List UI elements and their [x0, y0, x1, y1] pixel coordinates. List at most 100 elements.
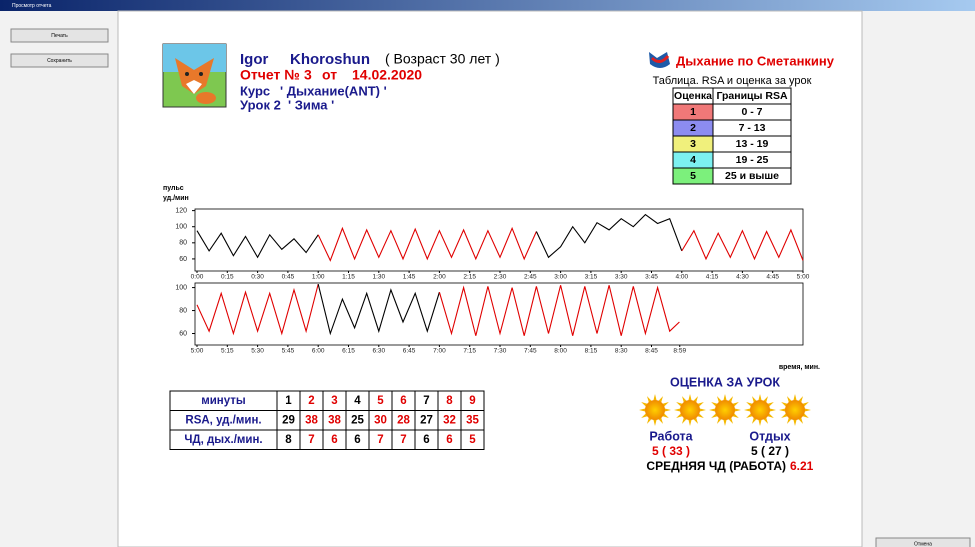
plot-area — [195, 209, 803, 271]
table-value: 28 — [397, 414, 410, 426]
x-tick-label: 6:00 — [312, 348, 325, 355]
x-tick-label: 0:45 — [282, 274, 295, 281]
x-tick-label: 8:45 — [645, 348, 658, 355]
table-value: 38 — [328, 414, 341, 426]
table-value: 9 — [469, 395, 475, 407]
report-date: 14.02.2020 — [352, 67, 422, 83]
sun — [785, 400, 805, 420]
rsa-range: 25 и выше — [725, 170, 779, 182]
table-value: 35 — [466, 414, 479, 426]
x-tick-label: 7:00 — [433, 348, 446, 355]
x-tick-label: 1:00 — [312, 274, 325, 281]
grade: 3 — [690, 138, 696, 150]
x-tick-label: 4:30 — [736, 274, 749, 281]
table-value: 1 — [285, 395, 292, 407]
table-value: 25 — [351, 414, 364, 426]
table-value: 8 — [285, 434, 292, 446]
y-tick-label: 120 — [175, 207, 187, 214]
last-name: Khoroshun — [290, 51, 370, 68]
table-header: Границы RSA — [716, 90, 788, 102]
x-tick-label: 1:15 — [342, 274, 355, 281]
x-tick-label: 2:30 — [494, 274, 507, 281]
sun — [750, 400, 770, 420]
button-label: Отмена — [914, 541, 932, 547]
work-value: 5 ( 33 ) — [652, 444, 690, 458]
age: ( Возраст 30 лет ) — [385, 51, 500, 67]
row-label: RSA, уд./мин. — [185, 414, 261, 426]
avg-value: 6.21 — [790, 459, 814, 473]
rsa-range: 19 - 25 — [736, 154, 769, 166]
x-axis-label: время, мин. — [779, 364, 820, 371]
y-tick-label: 100 — [175, 224, 187, 231]
table-header: Оценка — [674, 90, 712, 102]
y-tick-label: 60 — [179, 256, 187, 263]
x-tick-label: 4:00 — [675, 274, 688, 281]
rsa-range: 13 - 19 — [736, 138, 769, 150]
plot-area — [195, 283, 803, 345]
x-tick-label: 6:30 — [372, 348, 385, 355]
rsa-range: 7 - 13 — [739, 122, 766, 134]
x-tick-label: 5:30 — [251, 348, 264, 355]
logo-text: Дыхание по Сметанкину — [676, 53, 835, 68]
table-value: 6 — [400, 395, 406, 407]
report-number: 3 — [304, 67, 312, 83]
x-tick-label: 1:45 — [403, 274, 416, 281]
work-label: Работа — [649, 429, 693, 443]
table-value: 7 — [377, 434, 383, 446]
x-tick-label: 5:00 — [797, 274, 810, 281]
grade: 2 — [690, 122, 696, 134]
y-axis-label: уд./мин — [163, 195, 189, 202]
report-window: Просмотр отчетаПечатьСохранитьОтменаIgor… — [0, 0, 975, 547]
x-tick-label: 5:45 — [282, 348, 295, 355]
table-value: 6 — [446, 434, 452, 446]
x-tick-label: 3:30 — [615, 274, 628, 281]
x-tick-label: 7:30 — [494, 348, 507, 355]
row-label: ЧД, дых./мин. — [184, 434, 262, 446]
table-value: 38 — [305, 414, 318, 426]
x-tick-label: 1:30 — [372, 274, 385, 281]
lesson-label: Урок 2 — [240, 97, 281, 112]
table-value: 7 — [423, 395, 429, 407]
first-name: Igor — [240, 51, 268, 68]
x-tick-label: 8:59 — [673, 348, 686, 355]
y-axis-label: пульс — [163, 185, 184, 192]
x-tick-label: 8:30 — [615, 348, 628, 355]
course: ' Дыхание(ANT) ' — [280, 83, 387, 98]
table-value: 32 — [443, 414, 456, 426]
x-tick-label: 8:15 — [585, 348, 598, 355]
avatar — [163, 44, 226, 107]
grade: 5 — [690, 170, 696, 182]
x-tick-label: 6:45 — [403, 348, 416, 355]
sun — [680, 400, 700, 420]
grade: 4 — [690, 154, 696, 166]
x-tick-label: 8:00 — [554, 348, 567, 355]
table-value: 29 — [282, 414, 295, 426]
grade: 1 — [690, 106, 696, 118]
row-label: минуты — [201, 395, 246, 407]
avg-label: СРЕДНЯЯ ЧД (РАБОТА) — [646, 459, 786, 473]
rest-label: Отдых — [749, 429, 790, 443]
window-title: Просмотр отчета — [12, 3, 52, 9]
rsa-range: 0 - 7 — [741, 106, 762, 118]
table-value: 2 — [308, 395, 314, 407]
table-value: 6 — [423, 434, 429, 446]
x-tick-label: 3:00 — [554, 274, 567, 281]
y-tick-label: 80 — [179, 240, 187, 247]
x-tick-label: 6:15 — [342, 348, 355, 355]
x-tick-label: 7:15 — [463, 348, 476, 355]
x-tick-label: 3:15 — [585, 274, 598, 281]
table-value: 5 — [469, 434, 476, 446]
y-tick-label: 60 — [179, 330, 187, 337]
table-value: 7 — [308, 434, 314, 446]
sun — [645, 400, 665, 420]
result-title: ОЦЕНКА ЗА УРОК — [670, 375, 780, 389]
x-tick-label: 5:00 — [191, 348, 204, 355]
x-tick-label: 2:45 — [524, 274, 537, 281]
table-value: 6 — [354, 434, 360, 446]
x-tick-label: 7:45 — [524, 348, 537, 355]
course-label: Курс — [240, 83, 270, 98]
table-value: 4 — [354, 395, 361, 407]
x-tick-label: 2:00 — [433, 274, 446, 281]
x-tick-label: 0:30 — [251, 274, 264, 281]
report-label: Отчет № — [240, 67, 300, 83]
